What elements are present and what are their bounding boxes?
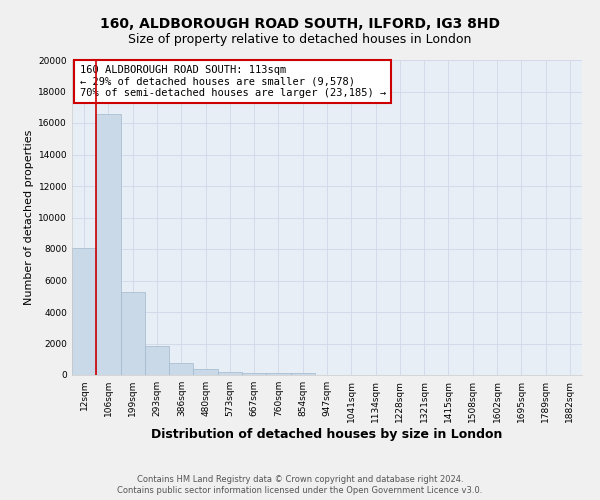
Bar [72, 248, 96, 375]
Bar [242, 372, 266, 375]
Text: 160 ALDBOROUGH ROAD SOUTH: 113sqm
← 29% of detached houses are smaller (9,578)
7: 160 ALDBOROUGH ROAD SOUTH: 113sqm ← 29% … [80, 64, 386, 98]
X-axis label: Distribution of detached houses by size in London: Distribution of detached houses by size … [151, 428, 503, 440]
Bar [218, 372, 242, 375]
Bar [121, 292, 145, 375]
Bar [290, 373, 315, 375]
Text: Contains HM Land Registry data © Crown copyright and database right 2024.: Contains HM Land Registry data © Crown c… [137, 475, 463, 484]
Bar [193, 368, 218, 375]
Bar [169, 363, 193, 375]
Bar [96, 114, 121, 375]
Text: Size of property relative to detached houses in London: Size of property relative to detached ho… [128, 32, 472, 46]
Bar [266, 373, 290, 375]
Text: Contains public sector information licensed under the Open Government Licence v3: Contains public sector information licen… [118, 486, 482, 495]
Bar [145, 346, 169, 375]
Text: 160, ALDBOROUGH ROAD SOUTH, ILFORD, IG3 8HD: 160, ALDBOROUGH ROAD SOUTH, ILFORD, IG3 … [100, 18, 500, 32]
Y-axis label: Number of detached properties: Number of detached properties [24, 130, 34, 305]
